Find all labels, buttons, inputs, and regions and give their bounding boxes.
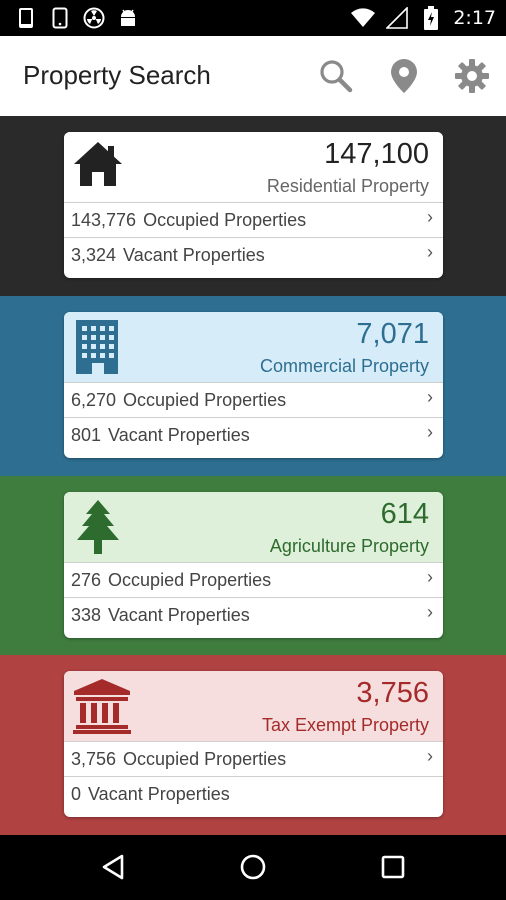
residential-card-header[interactable]: 147,100 Residential Property — [64, 132, 443, 203]
commercial-card-header[interactable]: 7,071 Commercial Property — [64, 312, 443, 383]
pine-tree-icon — [72, 498, 124, 556]
commercial-occupied-count: 6,270 — [71, 390, 117, 410]
residential-occupied-count: 143,776 — [71, 210, 137, 230]
radiation-icon — [82, 6, 106, 30]
agriculture-occupied-label: Occupied Properties — [108, 570, 272, 590]
tax-exempt-vacant-count: 0 — [71, 784, 82, 804]
tax-exempt-vacant-row: 0 Vacant Properties — [64, 776, 443, 811]
residential-section: 147,100 Residential Property 143,776 Occu… — [0, 116, 506, 296]
house-icon — [72, 138, 124, 196]
tax-exempt-occupied-label: Occupied Properties — [123, 749, 287, 769]
agriculture-card: 614 Agriculture Property 276 Occupied Pro… — [64, 492, 443, 638]
location-pin-icon[interactable] — [386, 56, 422, 96]
app-bar-actions — [318, 56, 490, 96]
agriculture-vacant-row[interactable]: 338 Vacant Properties › — [64, 597, 443, 632]
phone-outline-icon — [48, 6, 72, 30]
chevron-right-icon: › — [427, 422, 433, 442]
tax-exempt-card-header[interactable]: 3,756 Tax Exempt Property — [64, 671, 443, 742]
status-left-icons — [14, 6, 140, 30]
back-icon[interactable] — [93, 849, 133, 885]
commercial-vacant-count: 801 — [71, 425, 102, 445]
commercial-card: 7,071 Commercial Property 6,270 Occupied … — [64, 312, 443, 458]
agriculture-section: 614 Agriculture Property 276 Occupied Pro… — [0, 476, 506, 656]
wifi-icon — [351, 6, 376, 30]
tax-exempt-section: 3,756 Tax Exempt Property 3,756 Occupied … — [0, 655, 506, 835]
tax-exempt-vacant-label: Vacant Properties — [88, 784, 230, 804]
home-icon[interactable] — [233, 849, 273, 885]
government-building-icon — [72, 677, 131, 735]
chevron-right-icon: › — [427, 207, 433, 227]
tax-exempt-occupied-count: 3,756 — [71, 749, 117, 769]
office-building-icon — [72, 318, 124, 376]
residential-vacant-label: Vacant Properties — [123, 245, 265, 265]
status-bar: 2:17 — [0, 0, 506, 36]
settings-gear-icon[interactable] — [454, 56, 490, 96]
residential-vacant-count: 3,324 — [71, 245, 117, 265]
commercial-count: 7,071 — [356, 318, 429, 350]
tax-exempt-count: 3,756 — [356, 677, 429, 709]
app-bar: Property Search — [0, 36, 506, 117]
signal-icon — [385, 6, 409, 30]
search-icon[interactable] — [318, 56, 354, 96]
status-right-icons: 2:17 — [351, 6, 496, 30]
residential-occupied-label: Occupied Properties — [143, 210, 307, 230]
commercial-occupied-row[interactable]: 6,270 Occupied Properties › — [64, 383, 443, 417]
agriculture-occupied-row[interactable]: 276 Occupied Properties › — [64, 563, 443, 597]
phone-icon — [14, 6, 38, 30]
commercial-vacant-label: Vacant Properties — [108, 425, 250, 445]
residential-occupied-row[interactable]: 143,776 Occupied Properties › — [64, 203, 443, 237]
chevron-right-icon: › — [427, 567, 433, 587]
agriculture-vacant-count: 338 — [71, 605, 102, 625]
agriculture-occupied-count: 276 — [71, 570, 102, 590]
commercial-label: Commercial Property — [259, 356, 429, 376]
agriculture-card-header[interactable]: 614 Agriculture Property — [64, 492, 443, 563]
chevron-right-icon: › — [427, 242, 433, 262]
commercial-section: 7,071 Commercial Property 6,270 Occupied … — [0, 296, 506, 476]
status-time: 2:17 — [453, 7, 496, 29]
agriculture-label: Agriculture Property — [269, 536, 429, 556]
navigation-bar — [0, 835, 506, 900]
residential-count: 147,100 — [324, 138, 429, 170]
tax-exempt-occupied-row[interactable]: 3,756 Occupied Properties › — [64, 742, 443, 776]
agriculture-vacant-label: Vacant Properties — [108, 605, 250, 625]
recents-icon[interactable] — [373, 849, 413, 885]
android-icon — [116, 6, 140, 30]
residential-card: 147,100 Residential Property 143,776 Occu… — [64, 132, 443, 278]
chevron-right-icon: › — [427, 746, 433, 766]
commercial-occupied-label: Occupied Properties — [123, 390, 287, 410]
residential-vacant-row[interactable]: 3,324 Vacant Properties › — [64, 237, 443, 272]
agriculture-count: 614 — [380, 498, 429, 530]
page-title: Property Search — [23, 60, 211, 90]
residential-label: Residential Property — [266, 176, 429, 196]
commercial-vacant-row[interactable]: 801 Vacant Properties › — [64, 417, 443, 452]
chevron-right-icon: › — [427, 602, 433, 622]
chevron-right-icon: › — [427, 387, 433, 407]
battery-icon — [419, 6, 443, 30]
tax-exempt-card: 3,756 Tax Exempt Property 3,756 Occupied … — [64, 671, 443, 817]
tax-exempt-label: Tax Exempt Property — [261, 715, 429, 735]
